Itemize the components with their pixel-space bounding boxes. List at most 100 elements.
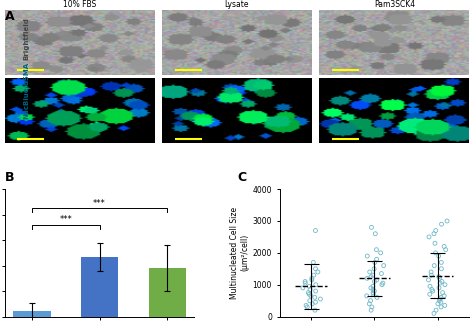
Point [435,274,443,279]
Point [427,269,435,275]
Point [371,260,379,265]
Point [369,273,377,278]
Point [373,295,381,300]
Text: A: A [5,10,14,23]
Bar [13,311,51,317]
Point [366,269,374,275]
Point [437,295,445,300]
Point [367,307,375,313]
Point [367,274,375,279]
Point [364,254,371,259]
Point [435,285,443,290]
Point [309,301,316,307]
Point [379,280,387,286]
Point [438,260,445,265]
Y-axis label: Multinucleated Cell Size
(μm²/cell): Multinucleated Cell Size (μm²/cell) [230,207,250,299]
Point [378,271,385,276]
Point [438,222,446,227]
Point [368,225,375,230]
Point [373,247,380,252]
Point [364,276,371,281]
Point [368,304,375,309]
Text: C: C [237,171,246,184]
Point [372,231,379,236]
Point [314,269,322,275]
Title: Lysate: Lysate [225,0,249,9]
Point [363,293,371,298]
Point [367,285,374,290]
Point [373,257,381,262]
Point [436,280,444,286]
Point [306,287,314,292]
Point [306,298,314,303]
Bar [148,268,186,317]
Point [312,266,319,271]
Text: NucBlue/αSMA: NucBlue/αSMA [23,62,29,119]
Point [369,290,377,295]
Point [431,241,439,246]
Point [303,304,311,309]
Point [438,304,445,309]
Point [367,298,374,303]
Point [311,295,319,300]
Point [430,263,438,268]
Point [440,244,448,249]
Point [311,300,319,305]
Text: ***: *** [59,215,72,224]
Point [434,301,442,307]
Point [442,247,449,252]
Point [373,277,381,283]
Point [430,311,438,316]
Point [428,287,436,292]
Point [436,297,444,302]
Point [311,307,319,313]
Point [301,280,309,286]
Text: ***: *** [93,199,106,208]
Point [432,307,440,313]
Bar [81,257,118,317]
Point [432,250,439,255]
Point [438,266,445,271]
Point [425,277,432,283]
Point [307,293,315,298]
Point [426,292,434,297]
Point [312,282,319,287]
Point [301,279,309,284]
Point [317,297,324,302]
Point [436,276,443,281]
Point [441,282,449,287]
Point [305,292,313,297]
Point [443,218,451,224]
Point [369,284,377,289]
Point [377,250,384,255]
Point [378,282,386,287]
Point [440,293,448,298]
Point [436,298,443,303]
Point [371,288,378,294]
Point [426,284,434,289]
Point [365,301,373,307]
Point [425,234,433,240]
Point [437,300,445,305]
Point [429,288,437,294]
Point [432,228,439,233]
Point [370,266,378,271]
Point [299,285,307,290]
Point [441,303,448,308]
Point [304,290,312,295]
Point [438,279,446,284]
Point [369,292,377,297]
Point [439,290,447,295]
Text: B: B [5,171,14,184]
Point [310,260,317,265]
Point [306,284,313,289]
Point [430,231,438,236]
Point [380,263,387,268]
Point [371,279,378,284]
Point [369,287,377,292]
Point [428,273,435,278]
Point [312,288,319,294]
Point [435,254,443,259]
Point [312,228,319,233]
Point [308,276,316,281]
